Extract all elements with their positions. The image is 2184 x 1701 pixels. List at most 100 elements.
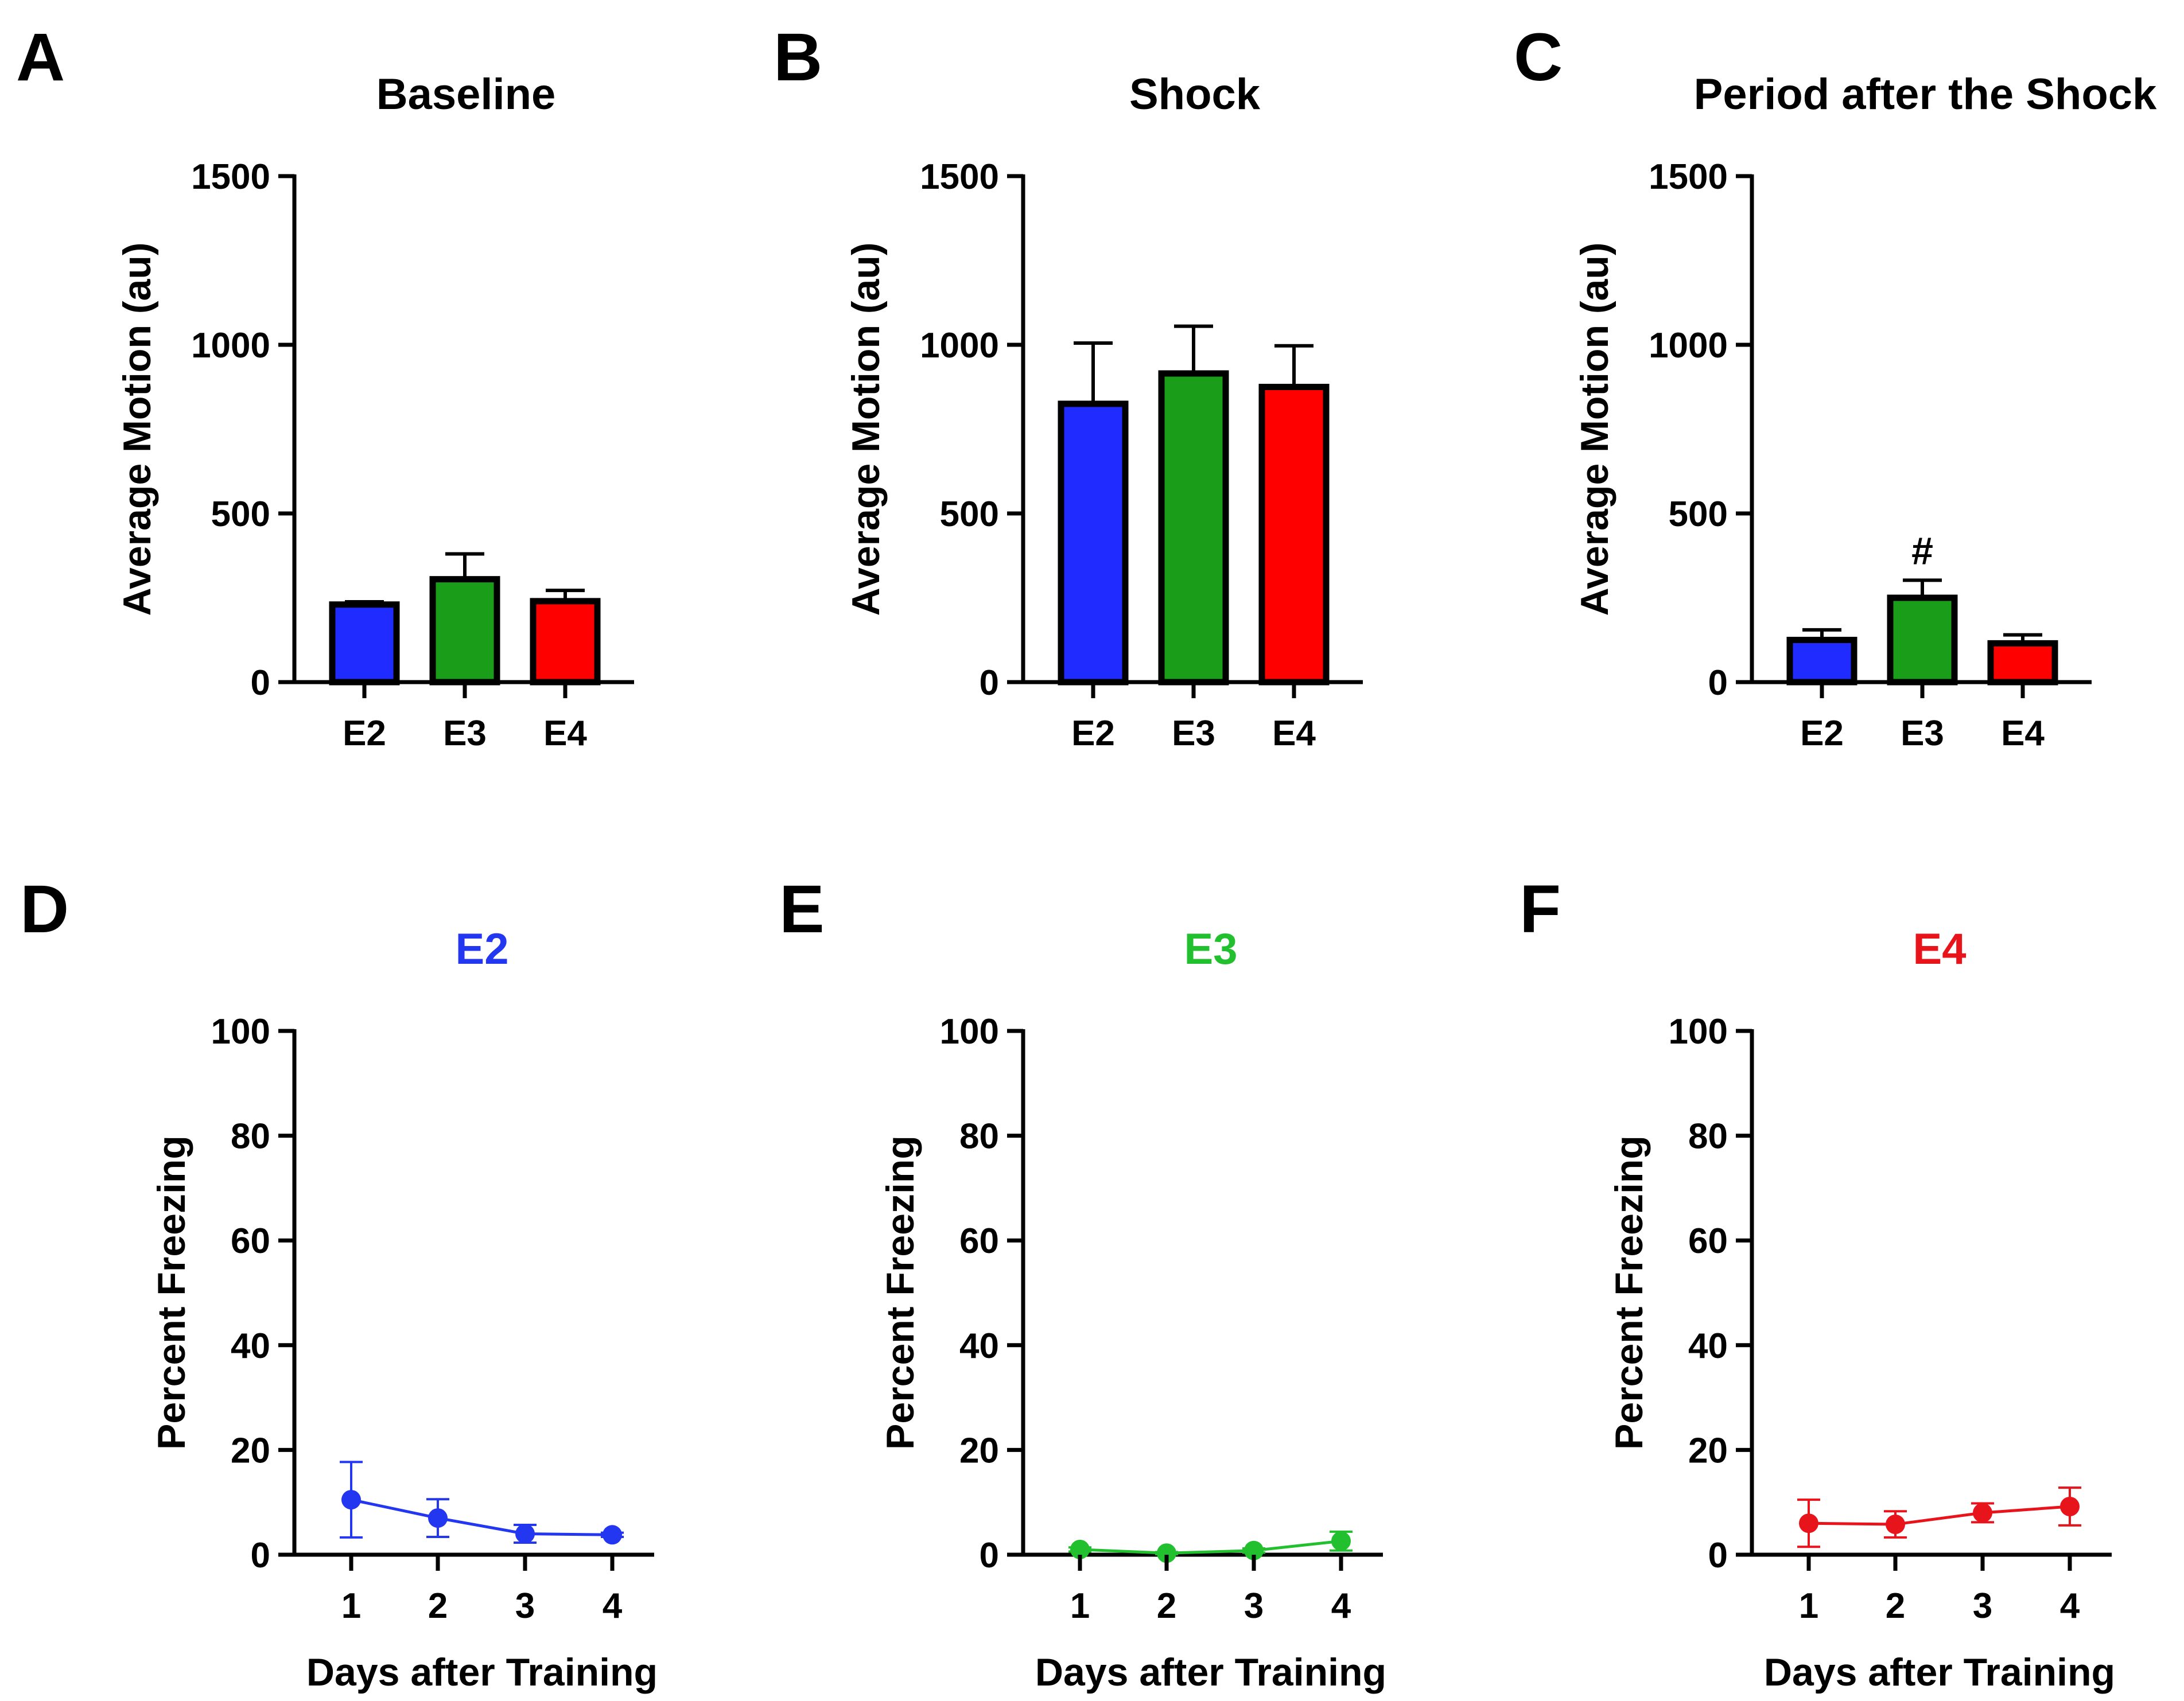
panel-title: Shock <box>1129 70 1261 119</box>
x-tick-label: E4 <box>1272 714 1316 753</box>
data-point <box>2060 1497 2080 1517</box>
panel-title: Period after the Shock <box>1694 70 2157 119</box>
x-tick-label: 4 <box>603 1586 623 1626</box>
y-tick-label: 80 <box>1688 1117 1728 1157</box>
bar-e4 <box>1987 640 2058 686</box>
y-tick-label: 500 <box>211 495 270 534</box>
x-tick-label: E4 <box>543 714 587 753</box>
y-tick-label: 80 <box>231 1117 270 1157</box>
panel-e: E E3 0 20 40 60 80 100 Percent Freezing 1 2 3 4 Days … <box>779 871 1386 1694</box>
y-tick-label: 60 <box>959 1221 999 1261</box>
y-tick-label: 1000 <box>920 326 999 365</box>
y-axis-label: Average Motion (au) <box>844 242 888 616</box>
x-tick-label: 2 <box>1886 1586 1905 1626</box>
x-axis-label: Days after Training <box>1764 1651 2115 1694</box>
y-tick-label: 20 <box>959 1431 999 1470</box>
y-tick-label: 60 <box>231 1221 270 1261</box>
series-line <box>1808 1505 2070 1526</box>
panel-b: B Shock 0 500 1000 1500 Average Motion (au) E2 E… <box>774 20 1363 753</box>
panel-a: A Baseline 0 500 1000 1500 Average Motion (au)… <box>16 20 634 753</box>
panel-letter: E <box>779 871 825 947</box>
y-tick-label: 0 <box>1708 1536 1728 1575</box>
bar-e3 <box>1158 370 1229 686</box>
bar-e2 <box>329 601 400 686</box>
y-tick-label: 500 <box>1669 495 1728 534</box>
panel-f: F E4 0 20 40 60 80 100 Percent Freezing 1 2 3 4 Days … <box>1520 871 2115 1694</box>
y-tick-label: 0 <box>251 663 270 703</box>
data-point <box>603 1525 622 1545</box>
y-axis-label: Percent Freezing <box>879 1135 922 1450</box>
x-tick-label: 1 <box>341 1586 361 1626</box>
panel-letter: B <box>774 20 822 95</box>
panel-letter: A <box>16 20 65 95</box>
y-tick-label: 20 <box>231 1431 270 1470</box>
bar-e3 <box>429 576 500 686</box>
y-tick-label: 1000 <box>191 326 270 365</box>
series-line <box>351 1498 613 1536</box>
x-tick-label: 3 <box>1244 1586 1264 1626</box>
x-tick-label: E2 <box>1071 714 1115 753</box>
panel-letter: F <box>1520 871 1561 947</box>
y-axis-label: Percent Freezing <box>1607 1135 1651 1450</box>
x-tick-label: 4 <box>1331 1586 1351 1626</box>
data-point <box>1973 1503 1992 1523</box>
y-tick-label: 0 <box>980 663 999 703</box>
y-tick-label: 100 <box>940 1012 999 1052</box>
y-tick-label: 1500 <box>920 157 999 197</box>
data-point <box>341 1490 361 1510</box>
y-tick-label: 100 <box>1669 1012 1728 1052</box>
y-tick-label: 80 <box>959 1117 999 1157</box>
data-point <box>1157 1543 1176 1563</box>
y-tick-label: 0 <box>980 1536 999 1575</box>
bar-e3 <box>1887 594 1958 686</box>
bar-e2 <box>1786 637 1857 686</box>
x-tick-label: 1 <box>1070 1586 1090 1626</box>
x-tick-label: E2 <box>1800 714 1844 753</box>
y-tick-label: 100 <box>211 1012 270 1052</box>
y-tick-label: 0 <box>1708 663 1728 703</box>
x-tick-label: E2 <box>343 714 386 753</box>
x-tick-label: 2 <box>428 1586 448 1626</box>
panel-title: Baseline <box>376 70 556 119</box>
y-axis-label: Percent Freezing <box>150 1135 193 1450</box>
x-tick-label: 1 <box>1799 1586 1818 1626</box>
y-tick-label: 1500 <box>191 157 270 197</box>
panel-title: E3 <box>1184 925 1238 974</box>
y-tick-label: 1000 <box>1649 326 1728 365</box>
y-tick-label: 40 <box>959 1326 999 1366</box>
x-tick-label: 4 <box>2060 1586 2080 1626</box>
x-tick-label: 3 <box>1973 1586 1992 1626</box>
x-tick-label: E4 <box>2001 714 2045 753</box>
y-tick-label: 40 <box>1688 1326 1728 1366</box>
data-point <box>1799 1513 1818 1533</box>
x-tick-label: E3 <box>1172 714 1215 753</box>
data-point <box>515 1524 535 1544</box>
panel-letter: D <box>20 871 69 947</box>
x-axis-label: Days after Training <box>306 1651 658 1694</box>
data-point <box>1070 1539 1090 1559</box>
bar-e4 <box>530 598 601 686</box>
bar-e2 <box>1058 400 1129 686</box>
series-line <box>1079 1539 1342 1555</box>
y-tick-label: 0 <box>251 1536 270 1575</box>
data-point <box>1244 1540 1264 1560</box>
x-tick-label: 3 <box>515 1586 535 1626</box>
significance-marker: # <box>1911 529 1933 573</box>
panel-letter: C <box>1514 20 1563 95</box>
y-axis-label: Average Motion (au) <box>115 242 159 616</box>
y-tick-label: 1500 <box>1649 157 1728 197</box>
x-tick-label: 2 <box>1157 1586 1176 1626</box>
data-point <box>1331 1531 1351 1551</box>
panel-title: E4 <box>1913 925 1967 974</box>
panel-d: D E2 0 20 40 60 80 100 Percent Freezing 1 2 3 4 Days … <box>20 871 658 1694</box>
y-tick-label: 20 <box>1688 1431 1728 1470</box>
x-axis-label: Days after Training <box>1035 1651 1386 1694</box>
x-tick-label: E3 <box>443 714 487 753</box>
panel-c: C Period after the Shock 0 500 1000 1500 Avera… <box>1514 20 2157 753</box>
y-tick-label: 60 <box>1688 1221 1728 1261</box>
x-tick-label: E3 <box>1901 714 1944 753</box>
data-point <box>1886 1515 1905 1535</box>
y-tick-label: 500 <box>940 495 999 534</box>
data-point <box>428 1508 448 1528</box>
